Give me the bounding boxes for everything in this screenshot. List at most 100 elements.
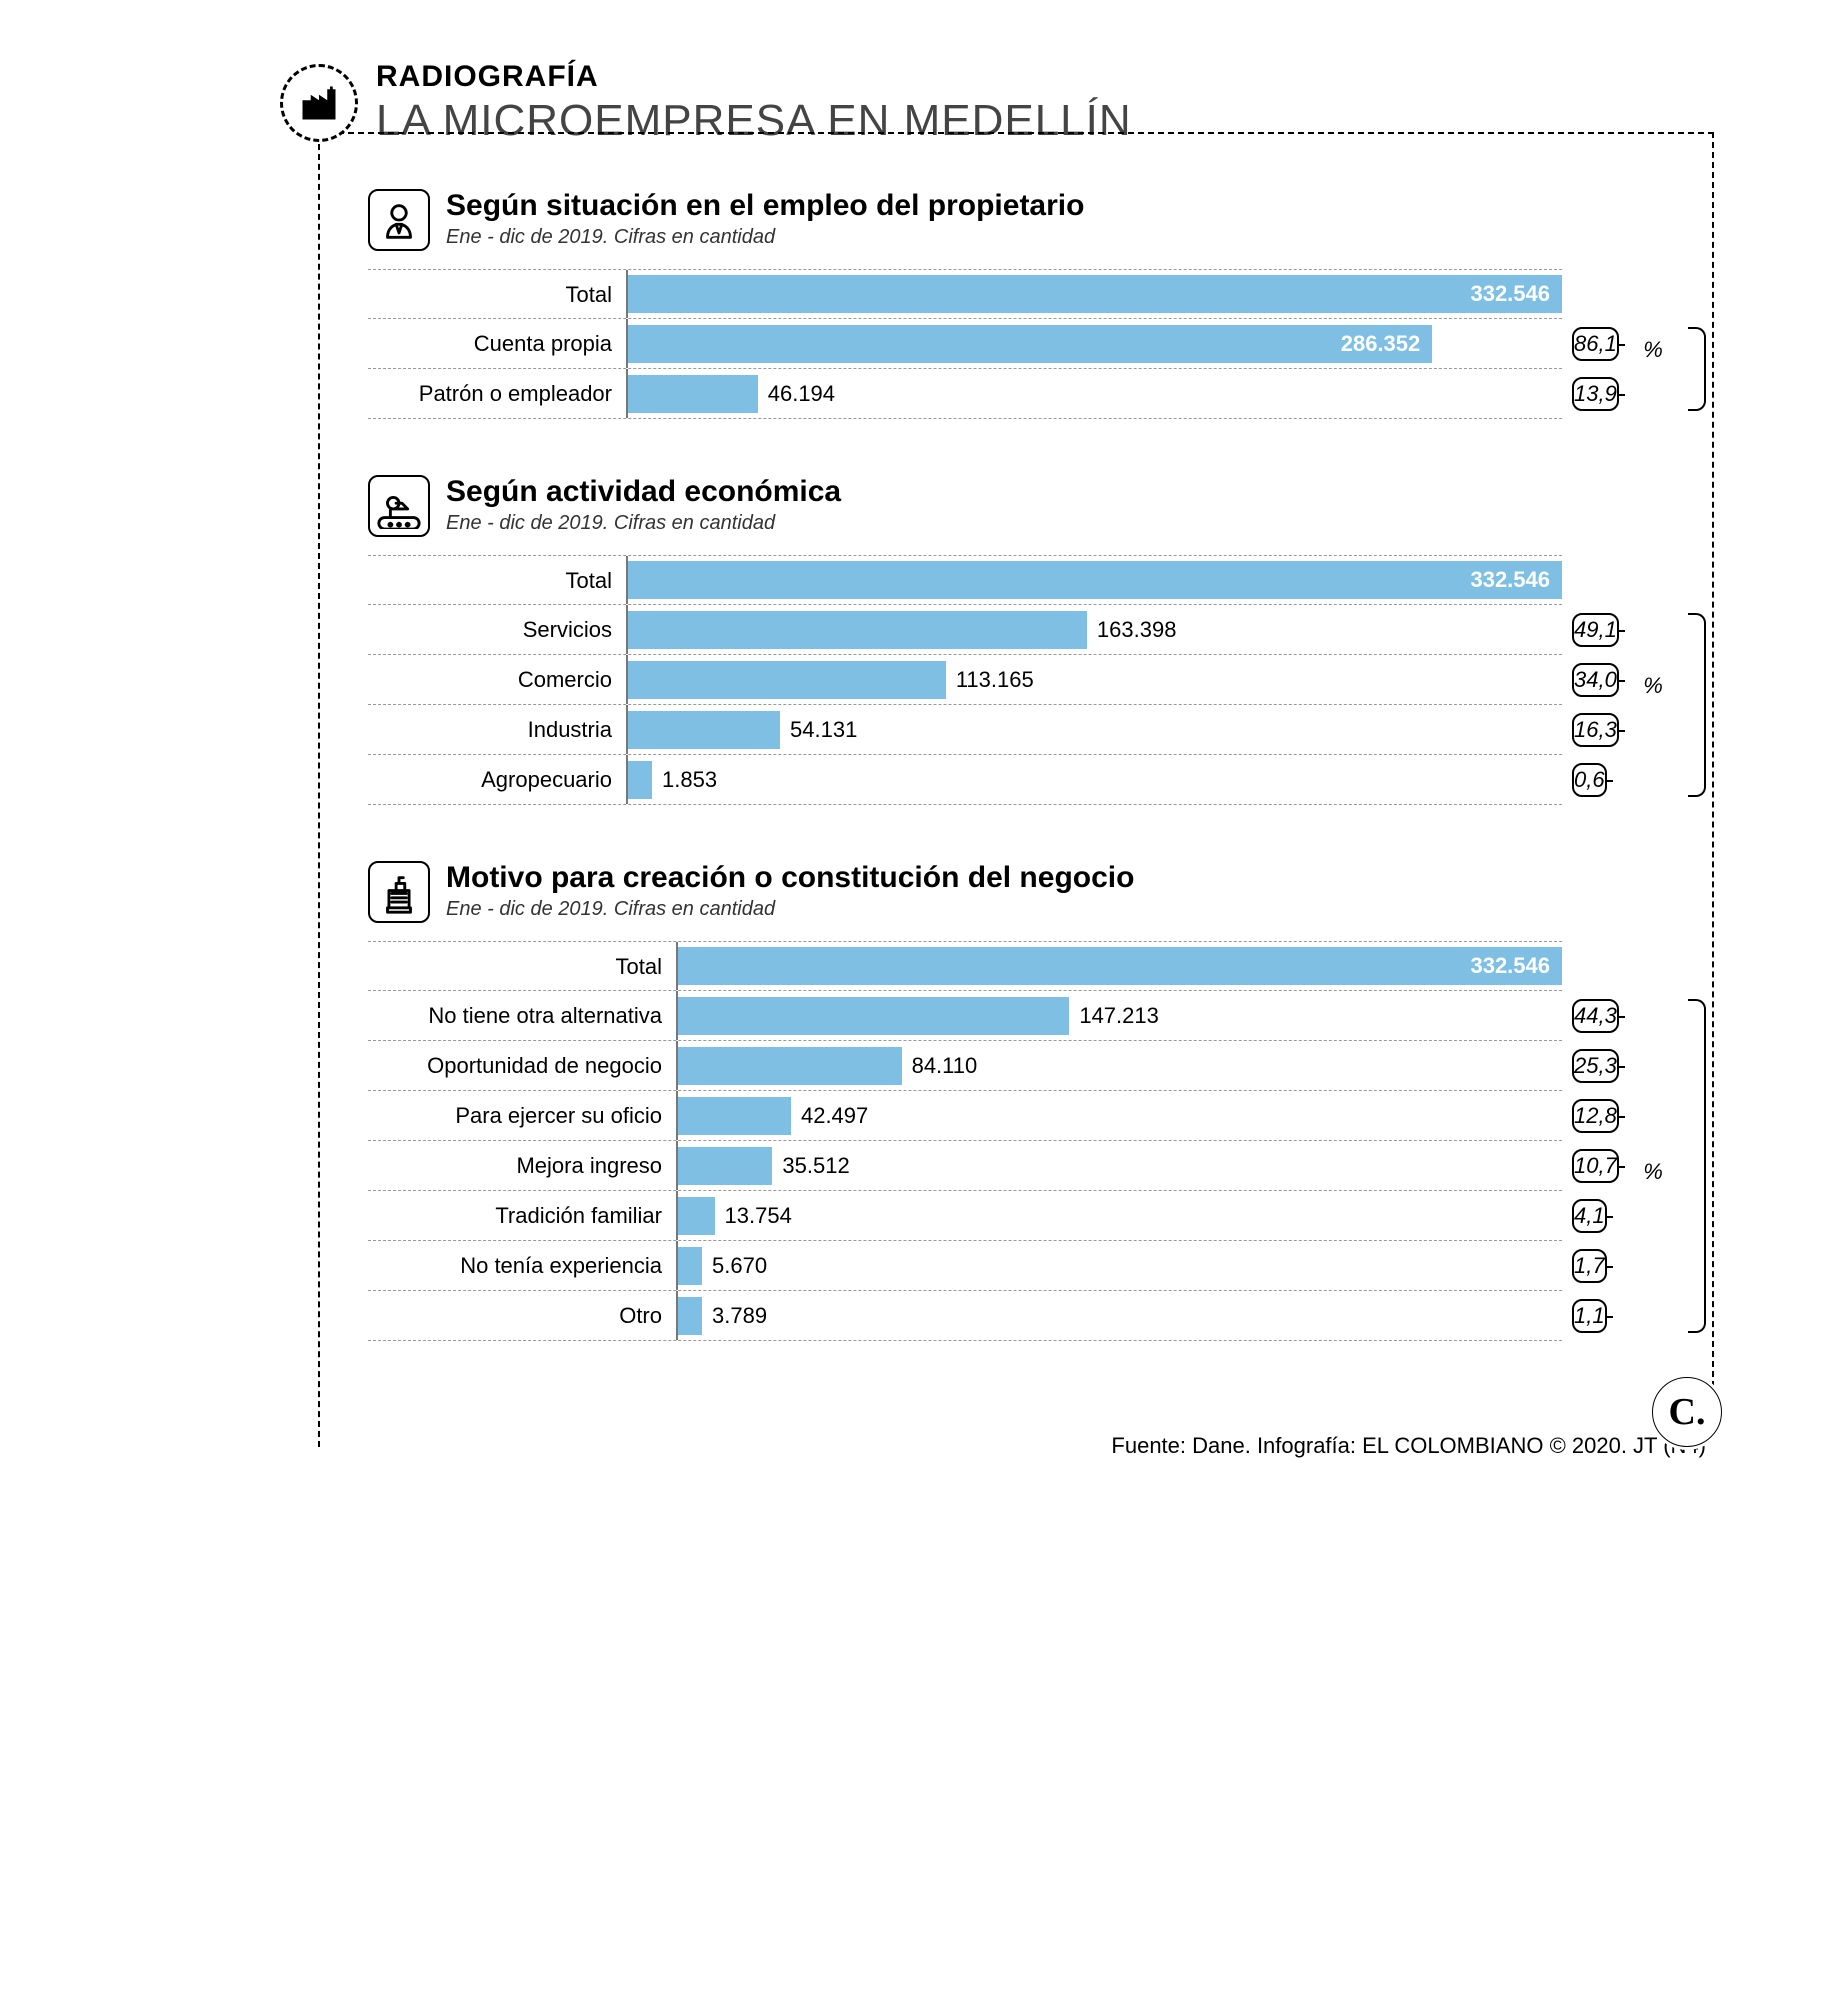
factory-belt-icon: [368, 475, 430, 537]
percent-pill: 0,6: [1572, 763, 1607, 797]
bar-value: 35.512: [782, 1153, 849, 1179]
row-label: Comercio: [368, 655, 628, 704]
bar-cell: 113.165: [628, 655, 1562, 704]
row-label: Oportunidad de negocio: [368, 1041, 678, 1090]
bar: [678, 1297, 702, 1335]
row-label: Total: [368, 556, 628, 604]
chart-row: Patrón o empleador46.194: [368, 369, 1562, 419]
bar-cell: 5.670: [678, 1241, 1562, 1290]
row-label: No tiene otra alternativa: [368, 991, 678, 1040]
bar-cell: 147.213: [678, 991, 1562, 1040]
bar-value: 84.110: [912, 1053, 978, 1079]
factory-icon: [280, 64, 358, 142]
bar-value: 163.398: [1097, 617, 1177, 643]
percent-pill: 10,7%: [1572, 1149, 1619, 1183]
percent-pill: 25,3: [1572, 1049, 1619, 1083]
bar-chart: Total332.546Cuenta propia286.352 Patrón o…: [368, 269, 1682, 419]
row-label: Tradición familiar: [368, 1191, 678, 1240]
bar-chart: Total332.546No tiene otra alternativa147…: [368, 941, 1682, 1341]
percent-symbol: %: [1643, 671, 1663, 701]
bar-cell: 286.352: [628, 319, 1562, 368]
percent-column: 44,325,312,810,7%4,11,71,1: [1572, 991, 1682, 1341]
cash-register-icon: [368, 861, 430, 923]
bar: [678, 1147, 772, 1185]
row-label: Agropecuario: [368, 755, 628, 804]
bar-value: 42.497: [801, 1103, 868, 1129]
row-label: No tenía experiencia: [368, 1241, 678, 1290]
section-header: Motivo para creación o constitución del …: [368, 861, 1682, 923]
bar-cell: 35.512: [678, 1141, 1562, 1190]
bar-cell: 54.131: [628, 705, 1562, 754]
section-header: Según actividad económicaEne - dic de 20…: [368, 475, 1682, 537]
bar: [628, 375, 758, 413]
source-footer: Fuente: Dane. Infografía: EL COLOMBIANO …: [280, 1433, 1714, 1459]
content-frame: Según situación en el empleo del propiet…: [318, 132, 1714, 1417]
chart-row: Oportunidad de negocio 84.110: [368, 1041, 1562, 1091]
chart-row: No tiene otra alternativa147.213: [368, 991, 1562, 1041]
bar-cell: 13.754: [678, 1191, 1562, 1240]
bar-value: 5.670: [712, 1253, 767, 1279]
bar-cell: 163.398: [628, 605, 1562, 654]
chart-row: No tenía experiencia 5.670: [368, 1241, 1562, 1291]
percent-column: 49,1 34,0% 16,3 0,6: [1572, 605, 1682, 805]
bar-cell: 1.853: [628, 755, 1562, 804]
row-label: Mejora ingreso: [368, 1141, 678, 1190]
kicker: RADIOGRAFÍA: [376, 60, 1132, 94]
bar-value: 54.131: [790, 717, 857, 743]
bar: [678, 1197, 715, 1235]
section-motivo: Motivo para creación o constitución del …: [368, 861, 1682, 1341]
percent-pill: 34,0%: [1572, 663, 1619, 697]
bar-value: 13.754: [725, 1203, 792, 1229]
percent-pill: 1,1: [1572, 1299, 1607, 1333]
section-header: Según situación en el empleo del propiet…: [368, 189, 1682, 251]
percent-column: 86,1%13,9: [1572, 319, 1682, 419]
row-label: Cuenta propia: [368, 319, 628, 368]
bar: [678, 997, 1069, 1035]
percent-pill: 86,1%: [1572, 327, 1619, 361]
chart-row: Tradición familiar 13.754: [368, 1191, 1562, 1241]
row-label: Otro: [368, 1291, 678, 1340]
chart-row: Total332.546: [368, 941, 1562, 991]
chart-row: Comercio113.165: [368, 655, 1562, 705]
bar-cell: 42.497: [678, 1091, 1562, 1140]
publisher-logo: C.: [1652, 1377, 1722, 1447]
row-label: Para ejercer su oficio: [368, 1091, 678, 1140]
bar: [678, 1247, 702, 1285]
bracket: [1688, 999, 1706, 1333]
row-label: Industria: [368, 705, 628, 754]
section-title: Según actividad económica: [446, 475, 841, 510]
bar-value: 46.194: [768, 381, 835, 407]
bar: [628, 711, 780, 749]
chart-row: Total332.546: [368, 555, 1562, 605]
percent-pill: 4,1: [1572, 1199, 1607, 1233]
person-tie-icon: [368, 189, 430, 251]
section-empleo: Según situación en el empleo del propiet…: [368, 189, 1682, 419]
row-label: Servicios: [368, 605, 628, 654]
bar: [678, 1047, 902, 1085]
chart-row: Mejora ingreso 35.512: [368, 1141, 1562, 1191]
bar-cell: 84.110: [678, 1041, 1562, 1090]
chart-row: Total332.546: [368, 269, 1562, 319]
chart-row: Industria 54.131: [368, 705, 1562, 755]
bar: 332.546: [628, 561, 1562, 599]
percent-pill: 1,7: [1572, 1249, 1607, 1283]
bar-cell: 46.194: [628, 369, 1562, 418]
bar-cell: 3.789: [678, 1291, 1562, 1340]
chart-row: Otro 3.789: [368, 1291, 1562, 1341]
percent-symbol: %: [1643, 335, 1663, 365]
percent-pill: 16,3: [1572, 713, 1619, 747]
bar: 332.546: [678, 947, 1562, 985]
section-subtitle: Ene - dic de 2019. Cifras en cantidad: [446, 226, 1084, 249]
bar-chart: Total332.546Servicios 163.398 Comercio113.…: [368, 555, 1682, 805]
percent-pill: 49,1: [1572, 613, 1619, 647]
chart-row: Para ejercer su oficio 42.497: [368, 1091, 1562, 1141]
bar-cell: 332.546: [628, 556, 1562, 604]
bar: 286.352: [628, 325, 1432, 363]
bar-value: 3.789: [712, 1303, 767, 1329]
chart-row: Agropecuario1.853: [368, 755, 1562, 805]
bar: [628, 611, 1087, 649]
bar: 332.546: [628, 275, 1562, 313]
bar: [628, 761, 652, 799]
bar-cell: 332.546: [678, 942, 1562, 990]
row-label: Total: [368, 270, 628, 318]
